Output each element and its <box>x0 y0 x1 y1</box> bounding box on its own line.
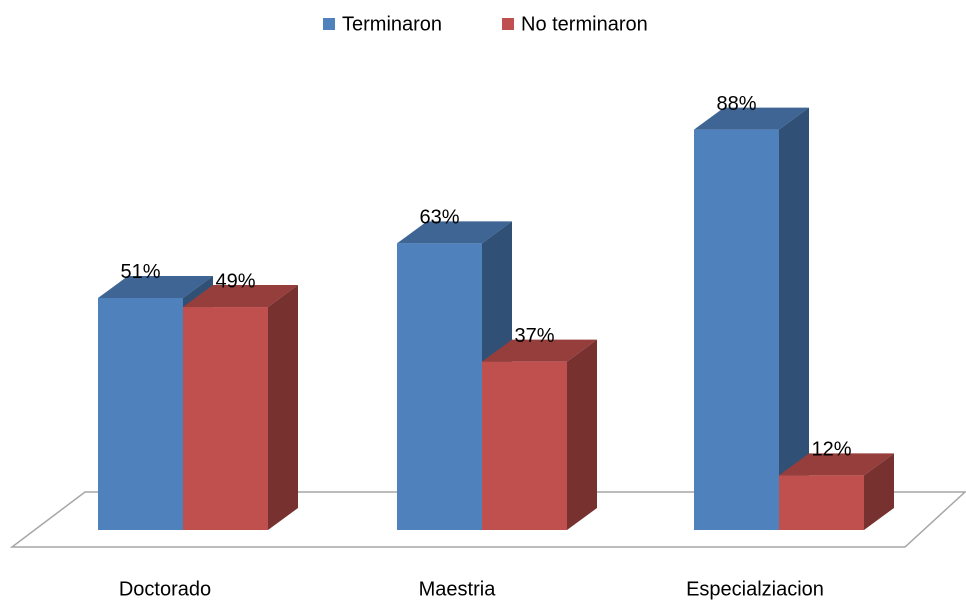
floor <box>9 491 966 548</box>
x-tick-label: Maestria <box>419 578 497 600</box>
bar-side <box>268 285 298 530</box>
data-label: 49% <box>215 270 255 292</box>
bar <box>98 297 183 530</box>
bar <box>183 307 268 530</box>
bar-side <box>864 453 894 530</box>
legend-label: Terminaron <box>342 13 442 35</box>
legend-label: No terminaron <box>521 13 648 35</box>
bar <box>779 475 864 530</box>
data-label: 63% <box>419 207 459 229</box>
bar <box>482 361 567 530</box>
data-label: 12% <box>811 439 851 461</box>
data-label: 88% <box>716 93 756 115</box>
bar-top <box>183 285 298 308</box>
bar-top <box>694 107 809 130</box>
bar <box>397 243 482 530</box>
bar-top <box>98 275 213 298</box>
bar-top <box>397 221 512 244</box>
bar-top <box>779 453 894 476</box>
data-label: 37% <box>514 325 554 347</box>
bar-side <box>779 107 809 530</box>
data-label: 51% <box>120 261 160 283</box>
legend-swatch <box>502 18 514 30</box>
bar <box>694 129 779 530</box>
legend-swatch <box>323 18 335 30</box>
bar-top <box>482 339 597 362</box>
bar-side <box>567 339 597 530</box>
x-tick-label: Especialziacion <box>686 578 824 600</box>
x-tick-label: Doctorado <box>119 578 211 600</box>
